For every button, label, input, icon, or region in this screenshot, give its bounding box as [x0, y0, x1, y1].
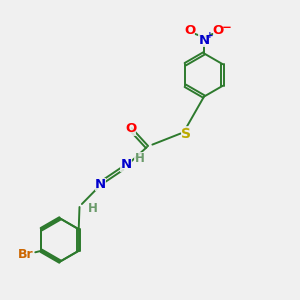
Text: N: N	[198, 34, 210, 47]
Text: Br: Br	[18, 248, 34, 261]
Text: O: O	[213, 24, 224, 37]
Text: −: −	[222, 21, 232, 34]
Text: N: N	[95, 178, 106, 191]
Text: H: H	[88, 202, 98, 215]
Text: O: O	[125, 122, 136, 136]
Text: S: S	[181, 127, 191, 140]
Text: O: O	[184, 24, 195, 37]
Text: +: +	[206, 31, 213, 40]
Text: H: H	[135, 152, 144, 165]
Text: N: N	[120, 158, 132, 172]
